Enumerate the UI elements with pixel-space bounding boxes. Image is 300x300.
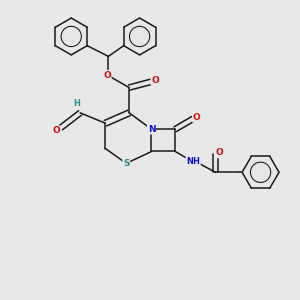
Text: H: H [73,99,80,108]
Text: S: S [123,159,130,168]
Text: O: O [52,126,60,135]
Text: NH: NH [186,158,200,166]
Text: O: O [103,70,111,80]
Text: O: O [193,113,200,122]
Text: N: N [148,125,155,134]
Text: O: O [151,76,159,85]
Text: O: O [215,148,223,158]
